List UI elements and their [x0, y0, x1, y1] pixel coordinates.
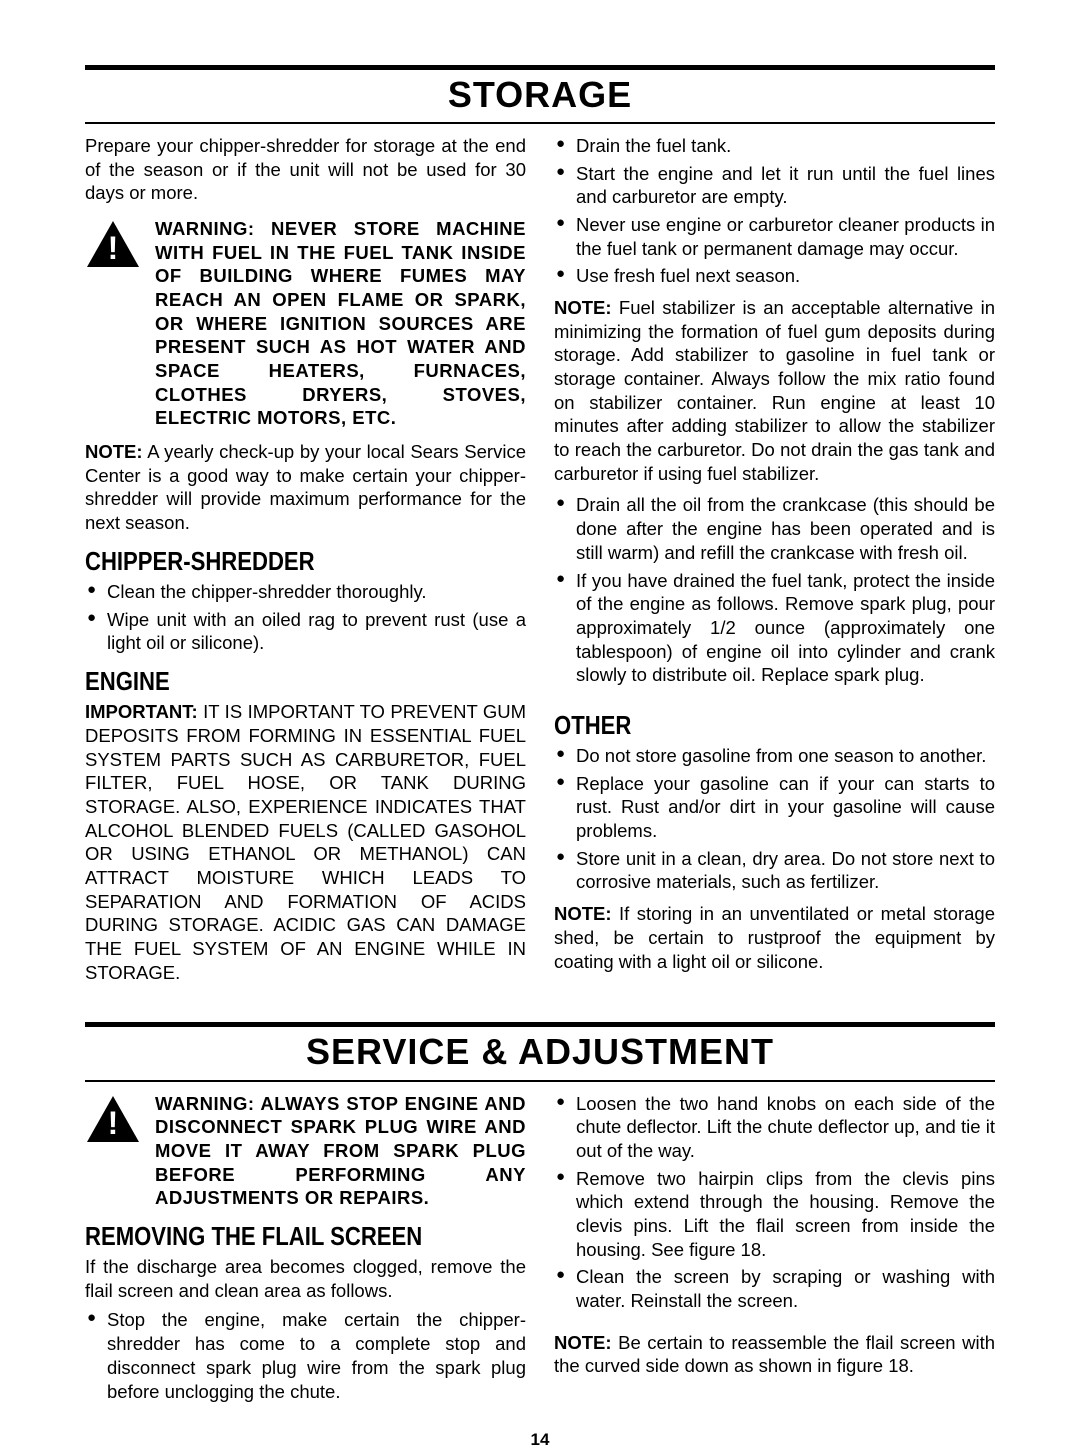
- service-warning-row: ! WARNING: ALWAYS STOP ENGINE AND DISCON…: [85, 1092, 526, 1210]
- storage-note-3: NOTE: If storing in an unventilated or m…: [554, 902, 995, 973]
- storage-warning-text: WARNING: NEVER STORE MACHINE WITH FUEL I…: [155, 217, 526, 430]
- engine-important: IMPORTANT: IT IS IMPORTANT TO PREVENT GU…: [85, 700, 526, 984]
- svg-text:!: !: [108, 1105, 119, 1141]
- list-item: Use fresh fuel next season.: [554, 264, 995, 288]
- storage-left-col: Prepare your chipper-shredder for storag…: [85, 134, 526, 994]
- flail-intro: If the discharge area becomes clogged, r…: [85, 1255, 526, 1302]
- chipper-bullets: Clean the chipper-shredder thoroughly. W…: [85, 580, 526, 655]
- service-columns: ! WARNING: ALWAYS STOP ENGINE AND DISCON…: [85, 1092, 995, 1412]
- important-body: IT IS IMPORTANT TO PREVENT GUM DEPOSITS …: [85, 701, 526, 982]
- section-title-service: SERVICE & ADJUSTMENT: [85, 1022, 995, 1081]
- warning-icon: !: [85, 1094, 141, 1210]
- storage-columns: Prepare your chipper-shredder for storag…: [85, 134, 995, 994]
- storage-warning-row: ! WARNING: NEVER STORE MACHINE WITH FUEL…: [85, 217, 526, 430]
- list-item: Never use engine or carburetor cleaner p…: [554, 213, 995, 260]
- list-item: Store unit in a clean, dry area. Do not …: [554, 847, 995, 894]
- list-item: Start the engine and let it run until th…: [554, 162, 995, 209]
- other-bullets: Do not store gasoline from one season to…: [554, 744, 995, 894]
- service-note: NOTE: Be certain to reassemble the flail…: [554, 1331, 995, 1378]
- service-left-col: ! WARNING: ALWAYS STOP ENGINE AND DISCON…: [85, 1092, 526, 1412]
- flail-bullets-left: Stop the engine, make certain the chippe…: [85, 1308, 526, 1403]
- engine-bullets-a: Drain the fuel tank. Start the engine an…: [554, 134, 995, 288]
- list-item: Stop the engine, make certain the chippe…: [85, 1308, 526, 1403]
- list-item: Clean the chipper-shredder thoroughly.: [85, 580, 526, 604]
- note-label: NOTE:: [554, 1332, 612, 1353]
- note-body: Be certain to reassemble the flail scree…: [554, 1332, 995, 1377]
- list-item: Clean the screen by scraping or washing …: [554, 1265, 995, 1312]
- flail-bullets-right: Loosen the two hand knobs on each side o…: [554, 1092, 995, 1313]
- note-label: NOTE:: [85, 441, 143, 462]
- other-heading: OTHER: [554, 709, 929, 742]
- service-warning-text: WARNING: ALWAYS STOP ENGINE AND DISCONNE…: [155, 1092, 526, 1210]
- list-item: Drain all the oil from the crankcase (th…: [554, 493, 995, 564]
- chipper-heading: CHIPPER-SHREDDER: [85, 545, 460, 578]
- important-label: IMPORTANT:: [85, 701, 198, 722]
- page-number: 14: [85, 1429, 995, 1451]
- storage-note-1: NOTE: A yearly check-up by your local Se…: [85, 440, 526, 535]
- service-section: SERVICE & ADJUSTMENT ! WARNING: ALWAYS S…: [85, 1022, 995, 1411]
- note-body: If storing in an unventilated or metal s…: [554, 903, 995, 971]
- list-item: If you have drained the fuel tank, prote…: [554, 569, 995, 687]
- warning-icon: !: [85, 219, 141, 430]
- section-title-storage: STORAGE: [85, 65, 995, 124]
- storage-note-2: NOTE: Fuel stabilizer is an acceptable a…: [554, 296, 995, 485]
- storage-right-col: Drain the fuel tank. Start the engine an…: [554, 134, 995, 994]
- list-item: Wipe unit with an oiled rag to prevent r…: [85, 608, 526, 655]
- list-item: Drain the fuel tank.: [554, 134, 995, 158]
- note-body: A yearly check-up by your local Sears Se…: [85, 441, 526, 533]
- svg-text:!: !: [108, 230, 119, 266]
- list-item: Loosen the two hand knobs on each side o…: [554, 1092, 995, 1163]
- service-right-col: Loosen the two hand knobs on each side o…: [554, 1092, 995, 1412]
- note-label: NOTE:: [554, 903, 612, 924]
- list-item: Do not store gasoline from one season to…: [554, 744, 995, 768]
- engine-bullets-b: Drain all the oil from the crankcase (th…: [554, 493, 995, 686]
- note-body: Fuel stabilizer is an acceptable alterna…: [554, 297, 995, 484]
- flail-heading: REMOVING THE FLAIL SCREEN: [85, 1220, 460, 1253]
- list-item: Remove two hairpin clips from the clevis…: [554, 1167, 995, 1262]
- note-label: NOTE:: [554, 297, 612, 318]
- list-item: Replace your gasoline can if your can st…: [554, 772, 995, 843]
- storage-intro: Prepare your chipper-shredder for storag…: [85, 134, 526, 205]
- engine-heading: ENGINE: [85, 665, 460, 698]
